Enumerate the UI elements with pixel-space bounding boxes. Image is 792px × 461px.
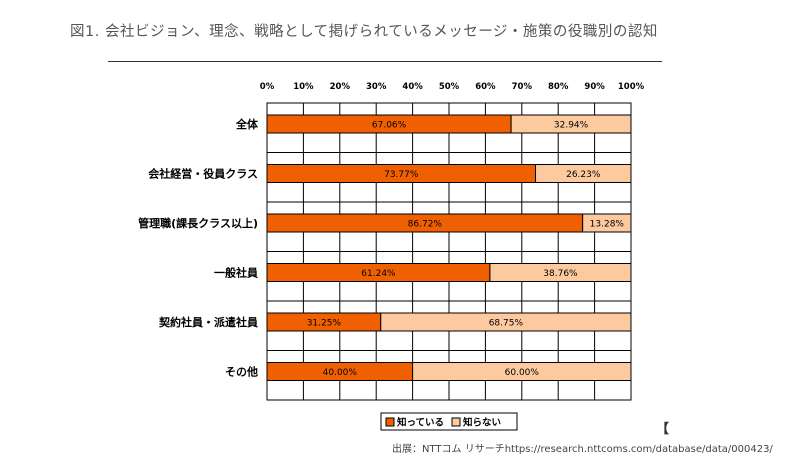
category-label: 管理職(課長クラス以上) bbox=[138, 216, 258, 230]
data-label: 61.24% bbox=[361, 269, 396, 279]
grid-lines bbox=[267, 103, 631, 400]
x-tick-label: 60% bbox=[475, 82, 496, 92]
data-label: 31.25% bbox=[307, 319, 342, 329]
data-label: 13.28% bbox=[590, 220, 625, 230]
data-label: 68.75% bbox=[489, 319, 524, 329]
x-tick-label: 90% bbox=[584, 82, 605, 92]
category-label: 一般社員 bbox=[214, 266, 258, 280]
legend-swatch bbox=[385, 417, 395, 427]
category-label: 会社経営・役員クラス bbox=[148, 167, 258, 181]
legend-swatch bbox=[451, 417, 461, 427]
data-label: 32.94% bbox=[554, 121, 589, 131]
source-note: 出展：NTTコム リサーチhttps://research.nttcoms.co… bbox=[392, 444, 773, 455]
x-tick-label: 80% bbox=[548, 82, 569, 92]
x-tick-label: 20% bbox=[330, 82, 351, 92]
x-tick-label: 100% bbox=[618, 82, 645, 92]
figure-title: 図1. 会社ビジョン、理念、戦略として掲げられているメッセージ・施策の役職別の認… bbox=[70, 24, 658, 40]
category-label: その他 bbox=[225, 365, 258, 379]
category-label: 契約社員・派遣社員 bbox=[158, 315, 258, 329]
data-label: 86.72% bbox=[408, 220, 443, 230]
plot-frame bbox=[266, 102, 632, 401]
x-tick-label: 0% bbox=[260, 82, 275, 92]
legend-label: 知っている bbox=[396, 417, 444, 429]
category-label: 全体 bbox=[235, 117, 259, 131]
legend: 知っている 知らない bbox=[380, 412, 518, 431]
x-tick-label: 10% bbox=[293, 82, 314, 92]
x-tick-label: 70% bbox=[512, 82, 533, 92]
data-label: 73.77% bbox=[384, 170, 419, 180]
legend-label: 知らない bbox=[462, 417, 501, 429]
x-tick-label: 50% bbox=[439, 82, 460, 92]
title-divider bbox=[108, 61, 662, 62]
bars: 67.06% 32.94% 73.77% 26.23% 86.72% 13.28% 61.2… bbox=[266, 114, 632, 381]
x-axis-tick-labels: 0% 10% 20% 30% 40% 50% 60% 70% 80% 90% 100% bbox=[260, 82, 645, 92]
data-label: 60.00% bbox=[505, 368, 540, 378]
data-label: 40.00% bbox=[323, 368, 358, 378]
data-label: 26.23% bbox=[566, 170, 601, 180]
data-label: 67.06% bbox=[372, 121, 407, 131]
x-tick-label: 30% bbox=[366, 82, 387, 92]
x-tick-label: 40% bbox=[402, 82, 423, 92]
legend-box bbox=[380, 412, 518, 431]
data-label: 38.76% bbox=[543, 269, 578, 279]
bracket-mark: 【 bbox=[656, 422, 670, 437]
